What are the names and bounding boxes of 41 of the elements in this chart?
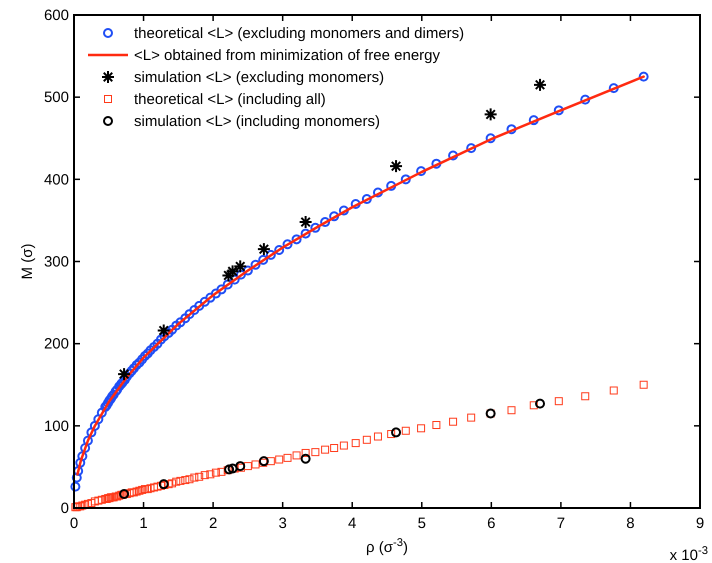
point	[533, 78, 548, 92]
y-tick-label: 300	[44, 254, 69, 270]
point	[226, 264, 240, 278]
point	[221, 268, 236, 282]
legend-label: theoretical <L> (including all)	[134, 91, 326, 108]
point	[156, 324, 171, 338]
legend-label: simulation <L> (excluding monomers)	[134, 69, 384, 86]
x-tick-label: 5	[418, 515, 426, 532]
point	[298, 215, 313, 230]
point	[389, 159, 404, 174]
legend-label: simulation <L> (including monomers)	[134, 113, 380, 130]
x-tick-label: 1	[139, 515, 148, 532]
x-tick-label: 9	[696, 515, 704, 532]
x-axis-title: ρ (σ$^{-3}$)	[366, 537, 408, 556]
x-tick-label: 4	[348, 515, 356, 532]
x-tick-label: 8	[626, 515, 635, 532]
x-tick-label: 6	[487, 515, 496, 532]
point	[391, 427, 402, 438]
point	[535, 398, 546, 409]
x-tick-label: 3	[278, 515, 287, 532]
point	[300, 454, 311, 464]
point	[258, 456, 269, 466]
point	[235, 461, 246, 472]
y-axis-title: M (σ)	[19, 244, 36, 280]
y-tick-label: 100	[44, 418, 69, 435]
point	[484, 107, 498, 122]
y-tick-label: 600	[44, 7, 69, 24]
y-tick-label: 400	[44, 171, 69, 188]
legend-label: <L> obtained from minimization of free energy	[134, 47, 440, 64]
y-tick-label: 0	[60, 500, 69, 517]
point	[117, 367, 132, 382]
point	[256, 242, 271, 256]
point	[224, 464, 234, 474]
x-tick-label: 2	[208, 515, 218, 532]
y-tick-label: 500	[44, 89, 69, 106]
x-tick-label: 7	[556, 515, 566, 532]
point	[228, 464, 238, 474]
legend-label: theoretical <L> (excluding monomers and dimers)	[134, 25, 464, 42]
text: x 10$^{-3}$	[670, 545, 708, 563]
point	[233, 259, 248, 274]
y-tick-label: 200	[44, 336, 69, 353]
